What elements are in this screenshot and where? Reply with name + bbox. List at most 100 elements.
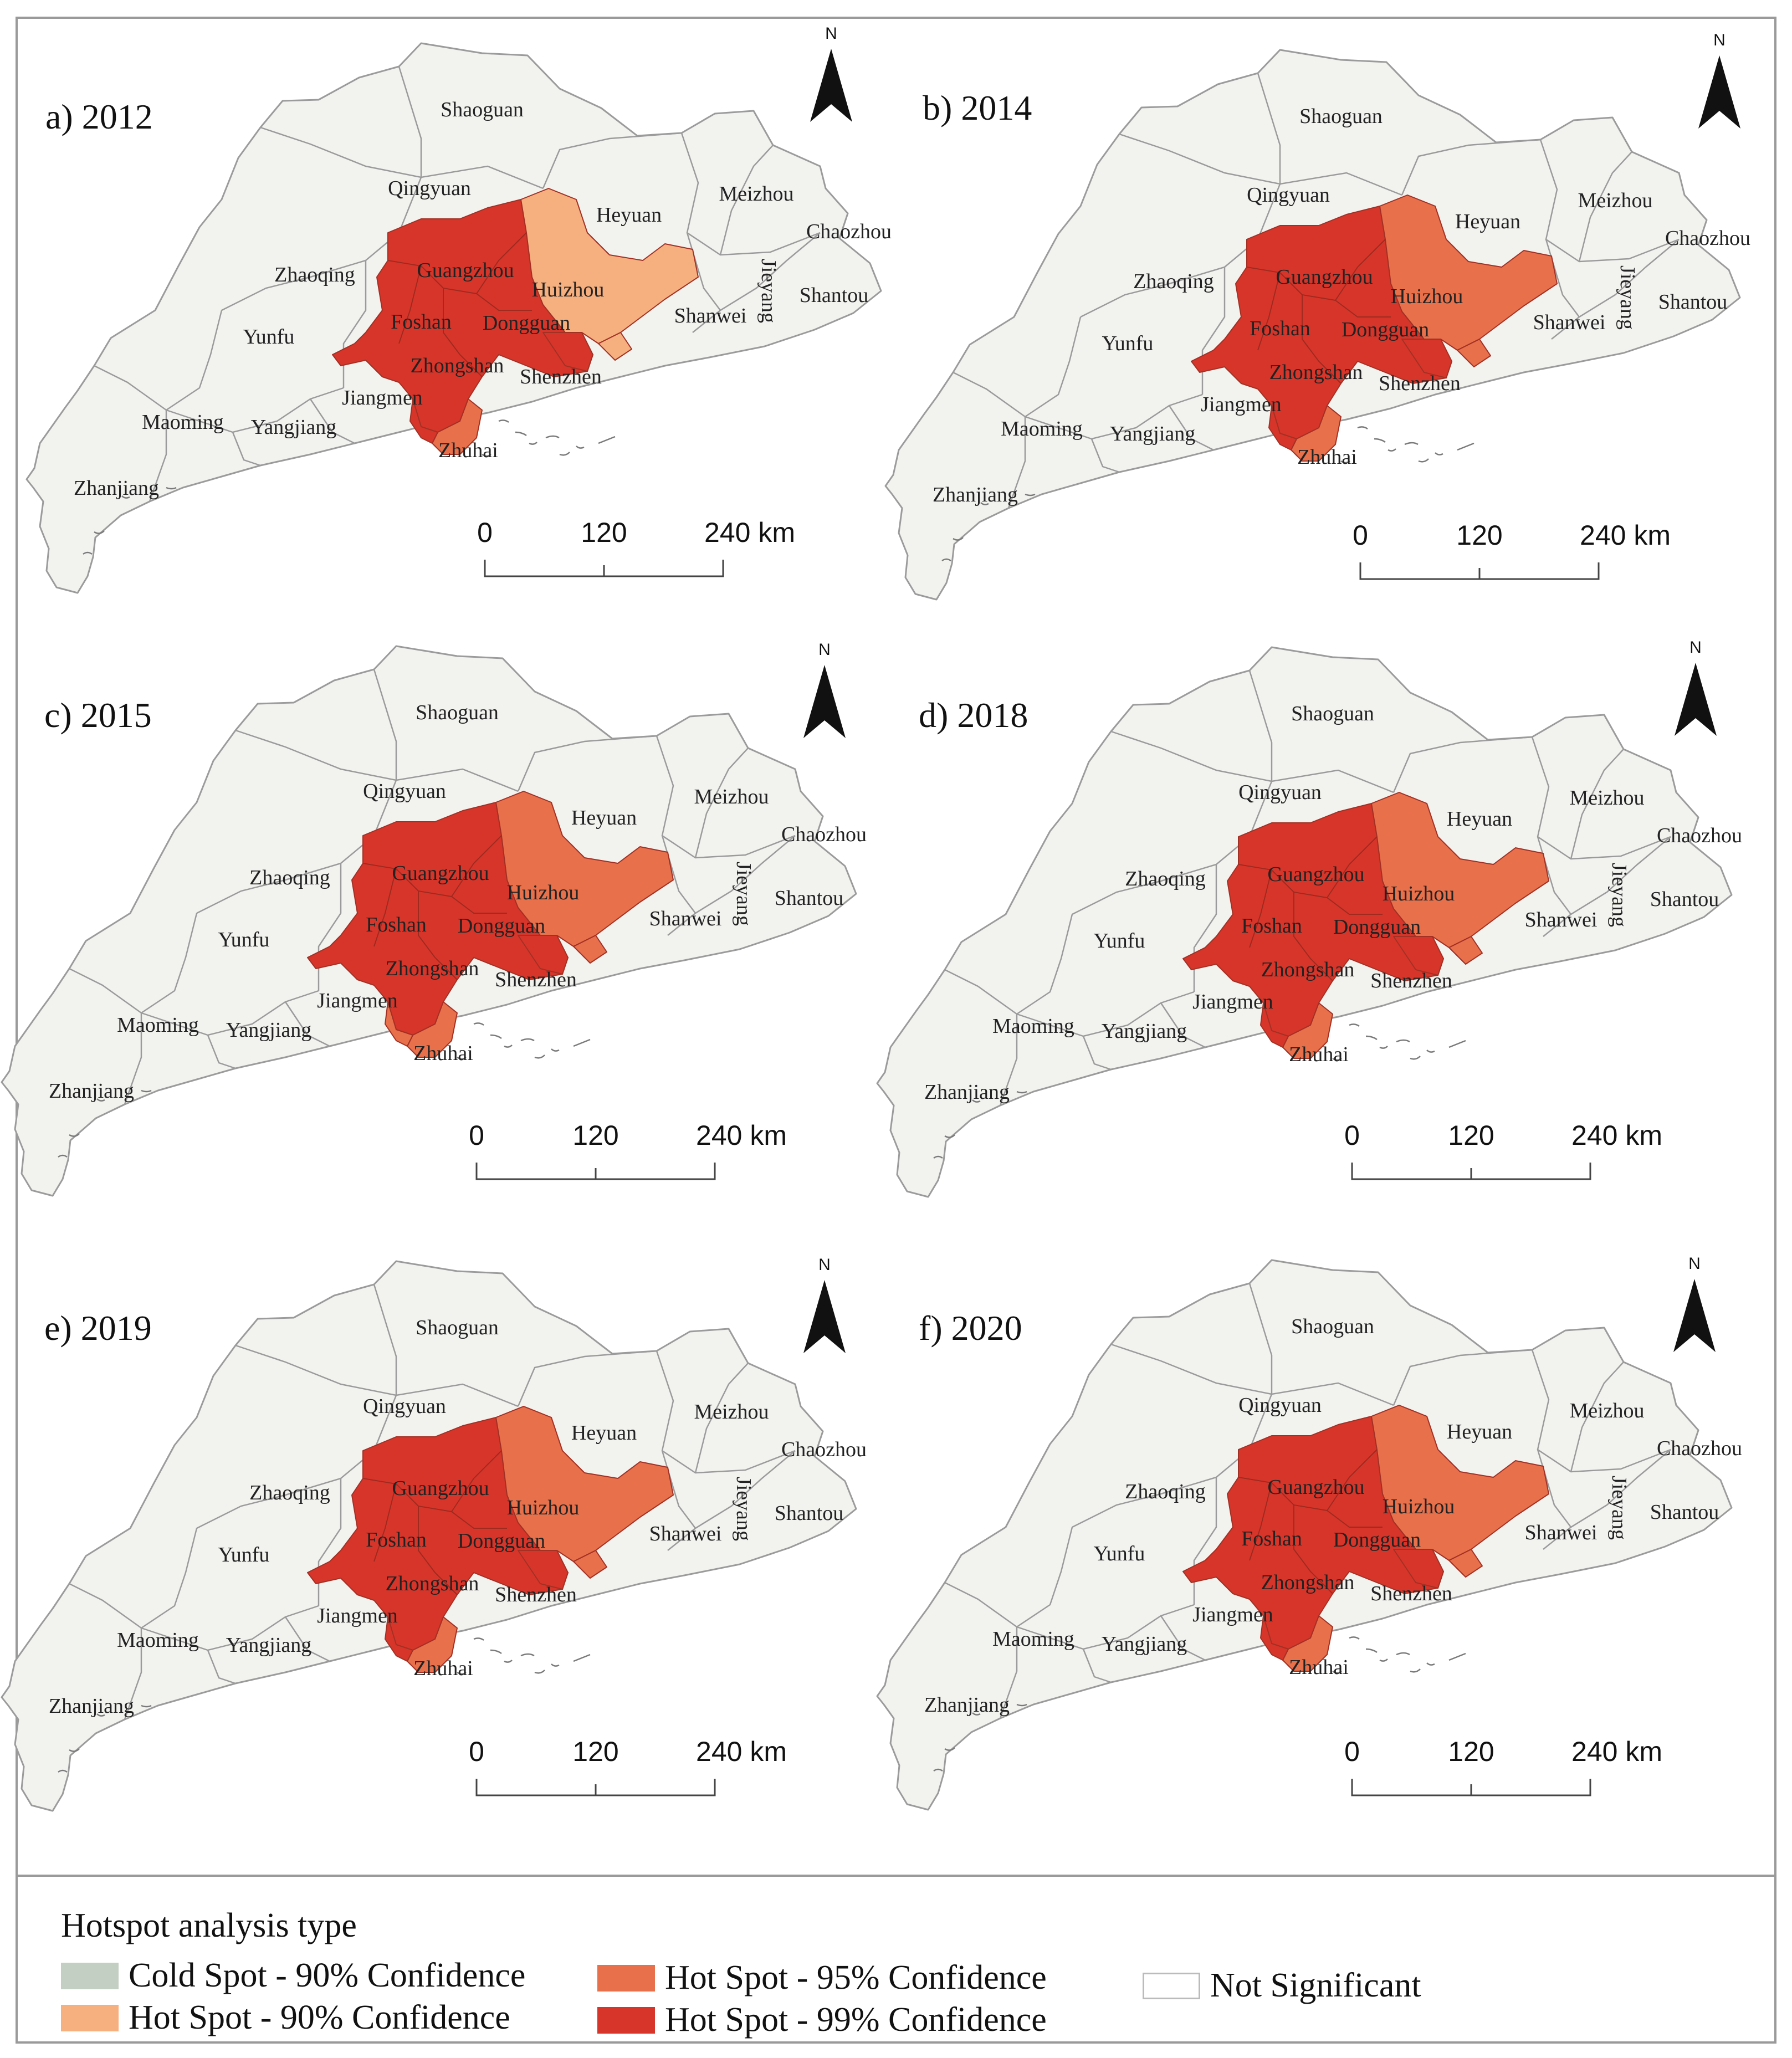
city-label-yunfu: Yunfu	[1094, 1542, 1145, 1565]
city-label-zhongshan: Zhongshan	[1261, 958, 1355, 981]
city-label-dongguan: Dongguan	[1342, 318, 1429, 341]
city-label-shantou: Shantou	[1658, 290, 1728, 314]
hotspot-zhuhai-region	[407, 1001, 458, 1058]
coastal-island	[941, 558, 951, 562]
prefecture-boundary	[232, 432, 261, 467]
city-label-maoming: Maoming	[1001, 417, 1083, 441]
hotspot-shanwei-region	[1448, 936, 1483, 965]
panel-title-f: f) 2020	[919, 1308, 1022, 1348]
hotspot-jiangmen-region	[409, 398, 438, 444]
prefecture-boundary	[1110, 730, 1394, 793]
coastal-island	[69, 1133, 80, 1137]
prefecture-boundary	[1082, 1036, 1112, 1071]
hotspot-internal-boundary	[1257, 272, 1281, 351]
prefecture-boundary	[1531, 736, 1671, 860]
city-label-guangzhou: Guangzhou	[1276, 265, 1373, 289]
city-label-shanwei: Shanwei	[1533, 311, 1606, 334]
coastal-island	[1332, 1670, 1342, 1674]
coastal-island	[1349, 1636, 1360, 1640]
city-label-zhaoqing: Zhaoqing	[1125, 1480, 1206, 1503]
prefecture-boundary	[1016, 1527, 1073, 1628]
city-label-zhuhai: Zhuhai	[438, 439, 498, 462]
city-label-jieyang: Jieyang	[732, 862, 755, 926]
coastal-island	[559, 452, 570, 456]
prefecture-boundary	[373, 1284, 397, 1395]
coastal-island	[972, 1712, 981, 1716]
coastal-island	[944, 1134, 955, 1138]
coastal-island	[94, 530, 105, 534]
hotspot-internal-boundary	[1238, 864, 1383, 915]
coastal-island	[69, 1748, 80, 1752]
coastal-island	[933, 1155, 943, 1159]
prefecture-boundary	[694, 748, 749, 858]
prefecture-boundary	[517, 1350, 657, 1407]
prefecture-boundary	[1082, 1649, 1112, 1683]
map-panel-f: Shaoguan Qingyuan Meizhou Heyuan Chaozhou Zha…	[876, 1259, 1742, 1811]
coastal-island	[1426, 1662, 1435, 1666]
city-label-qingyuan: Qingyuan	[1238, 781, 1322, 804]
city-label-chaozhou: Chaozhou	[781, 1438, 867, 1461]
city-label-shanwei: Shanwei	[649, 1522, 722, 1545]
city-label-qingyuan: Qingyuan	[388, 177, 471, 200]
city-label-zhanjiang: Zhanjiang	[924, 1693, 1010, 1717]
coastal-island	[520, 1038, 535, 1042]
scale-bar: 0 120 240 km	[469, 1736, 787, 1796]
city-label-jiangmen: Jiangmen	[1192, 990, 1273, 1013]
prefecture-boundary	[1016, 1604, 1195, 1650]
coastal-island	[121, 495, 130, 499]
city-label-zhuhai: Zhuhai	[413, 1042, 473, 1065]
hotspot-maps: Shaoguan Qingyuan Meizhou Heyuan Chaozhou Zha…	[1, 24, 1750, 1812]
city-label-yunfu: Yunfu	[218, 1543, 270, 1566]
hotspot-internal-boundary	[1302, 295, 1342, 384]
hotspot-internal-boundary	[418, 1506, 458, 1595]
city-label-zhaoqing: Zhaoqing	[249, 1481, 330, 1504]
city-label-guangzhou: Guangzhou	[392, 1477, 489, 1500]
legend-swatch-hot90	[61, 2004, 119, 2031]
north-label: N	[818, 1256, 831, 1274]
prefecture-boundary	[1090, 438, 1120, 473]
city-label-yangjiang: Yangjiang	[1102, 1020, 1187, 1043]
hotspot-internal-boundary	[1327, 836, 1378, 898]
legend-item-cold90: Cold Spot - 90% Confidence	[61, 1956, 525, 1995]
prefecture-boundary	[166, 310, 223, 411]
hotspot-huizhou-region	[1379, 194, 1558, 351]
city-label-huizhou: Huizhou	[507, 1496, 580, 1519]
city-label-maoming: Maoming	[142, 411, 224, 434]
coastal-island	[520, 1653, 535, 1657]
city-label-jieyang: Jieyang	[1616, 265, 1639, 330]
coastal-island	[1435, 452, 1443, 455]
coastal-island	[980, 502, 989, 505]
city-label-shaoguan: Shaoguan	[1299, 105, 1383, 128]
coastal-island	[1332, 1057, 1342, 1061]
scale-tick-label: 120	[1448, 1120, 1494, 1151]
prefecture-boundary	[207, 1650, 236, 1685]
coastal-island	[166, 487, 177, 490]
coastal-island	[1418, 458, 1429, 463]
legend-label-hot90: Hot Spot - 90% Confidence	[129, 1999, 510, 2036]
coastal-island	[1396, 1652, 1410, 1656]
prefecture-boundary	[141, 1605, 319, 1651]
hotspot-jiangmen-region	[1260, 1002, 1289, 1048]
coastal-island	[573, 1038, 591, 1047]
coastal-island	[1349, 1023, 1360, 1027]
prefecture-boundary	[542, 132, 682, 189]
city-label-shanwei: Shanwei	[674, 304, 747, 327]
scale-bar: 0 120 240 km	[1344, 1736, 1662, 1796]
hotspot-internal-boundary	[373, 1483, 397, 1562]
city-label-shenzhen: Shenzhen	[1370, 969, 1452, 992]
city-label-meizhou: Meizhou	[694, 785, 769, 808]
prefecture-boundary	[141, 913, 198, 1014]
legend-item-hot95: Hot Spot - 95% Confidence	[597, 1958, 1047, 1998]
north-label: N	[818, 641, 831, 659]
hotspot-internal-boundary	[1335, 239, 1386, 301]
city-label-shenzhen: Shenzhen	[520, 365, 602, 388]
coastal-island	[1448, 1652, 1466, 1661]
city-label-jiangmen: Jiangmen	[342, 386, 423, 409]
prefecture-boundary	[656, 735, 796, 859]
scale-tick-label: 240 km	[1571, 1736, 1662, 1767]
coastal-island	[1404, 442, 1419, 446]
panel-title-d: d) 2018	[919, 695, 1028, 735]
prefecture-boundary	[196, 780, 397, 914]
hotspot-internal-boundary	[1238, 1477, 1383, 1528]
map-panel-b: Shaoguan Qingyuan Meizhou Heyuan Chaozhou Zha…	[884, 49, 1750, 601]
